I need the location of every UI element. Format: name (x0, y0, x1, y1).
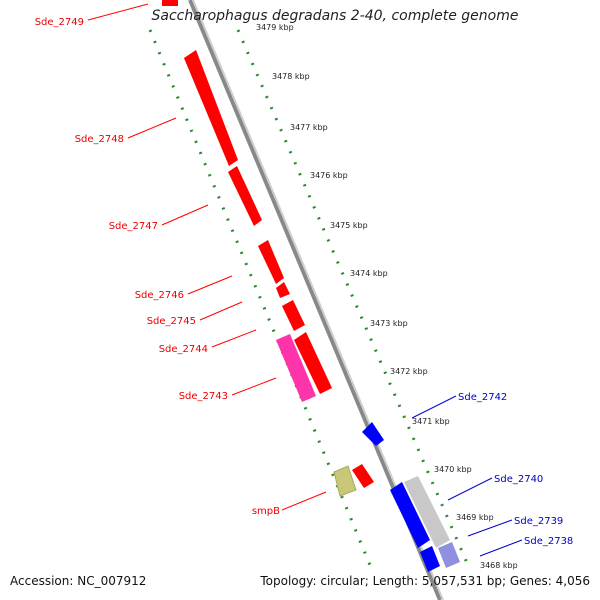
gene-sde-2747[interactable] (228, 166, 262, 226)
outer-dotted-track (148, 29, 374, 571)
scale-label: 3470 kbp (434, 465, 472, 474)
label-sde-2740[interactable]: Sde_2740 (494, 474, 543, 485)
connector-sde-2742 (411, 395, 457, 419)
inner-dotted-track (236, 29, 472, 571)
connector-sde-2746 (187, 275, 233, 295)
scale-label: 3472 kbp (390, 367, 428, 376)
label-sde-2749[interactable]: Sde_2749 (35, 17, 84, 28)
gene-sde-2748[interactable] (184, 50, 238, 166)
label-smpb[interactable]: smpB (252, 506, 280, 517)
connector-sde-2749 (87, 3, 149, 21)
scale-label: 3477 kbp (290, 123, 328, 132)
genome-title: Saccharophagus degradans 2-40, complete … (151, 8, 519, 24)
topology-text: Topology: circular; Length: 5,057,531 bp… (260, 574, 590, 588)
scale-label: 3478 kbp (272, 72, 310, 81)
right-connector-lines (411, 395, 523, 557)
gene-sde-2743-red[interactable] (294, 332, 332, 394)
connector-sde-2745 (199, 301, 243, 321)
label-sde-2743[interactable]: Sde_2743 (179, 391, 228, 402)
gene-sde-2742[interactable] (362, 422, 384, 446)
scale-label: 3473 kbp (370, 319, 408, 328)
scale-label: 3468 kbp (480, 561, 518, 570)
scale-label: 3471 kbp (412, 417, 450, 426)
label-sde-2742[interactable]: Sde_2742 (458, 392, 507, 403)
gene-sde-2743[interactable] (276, 334, 316, 402)
connector-sde-2748 (127, 117, 177, 139)
gene-smpb[interactable] (333, 465, 357, 497)
label-sde-2739[interactable]: Sde_2739 (514, 516, 563, 527)
left-connector-lines (87, 3, 327, 511)
scale-labels: 3478 kbp 3477 kbp 3476 kbp 3475 kbp 3474… (272, 72, 518, 570)
scale-label: 3476 kbp (310, 171, 348, 180)
gene-sde-2744[interactable] (282, 300, 305, 331)
scale-label-3479: 3479 kbp (256, 23, 294, 32)
gene-sde-2739[interactable] (420, 546, 440, 572)
accession-text: Accession: NC_007912 (10, 574, 147, 588)
scale-label: 3475 kbp (330, 221, 368, 230)
connector-sde-2740 (447, 477, 493, 501)
gene-sde-2740[interactable] (390, 482, 430, 548)
gene-sde-2746[interactable] (258, 240, 284, 284)
label-sde-2745[interactable]: Sde_2745 (147, 316, 196, 327)
label-sde-2738[interactable]: Sde_2738 (524, 536, 573, 547)
gene-smpb-red[interactable] (352, 464, 374, 488)
label-sde-2748[interactable]: Sde_2748 (75, 134, 124, 145)
scale-label: 3474 kbp (350, 269, 388, 278)
gene-sde-2749[interactable] (162, 0, 178, 6)
connector-sde-2747 (161, 204, 209, 226)
label-sde-2744[interactable]: Sde_2744 (159, 344, 208, 355)
connector-sde-2743 (231, 377, 277, 396)
label-sde-2746[interactable]: Sde_2746 (135, 290, 184, 301)
scale-label: 3469 kbp (456, 513, 494, 522)
gene-sde-2738[interactable] (438, 542, 460, 568)
connector-smpb (281, 491, 327, 511)
connector-sde-2744 (211, 329, 257, 348)
connector-sde-2739 (467, 519, 513, 537)
label-sde-2747[interactable]: Sde_2747 (109, 221, 158, 232)
gene-grey[interactable] (404, 476, 450, 548)
connector-sde-2738 (479, 539, 523, 557)
gene-sde-2745[interactable] (276, 282, 290, 298)
